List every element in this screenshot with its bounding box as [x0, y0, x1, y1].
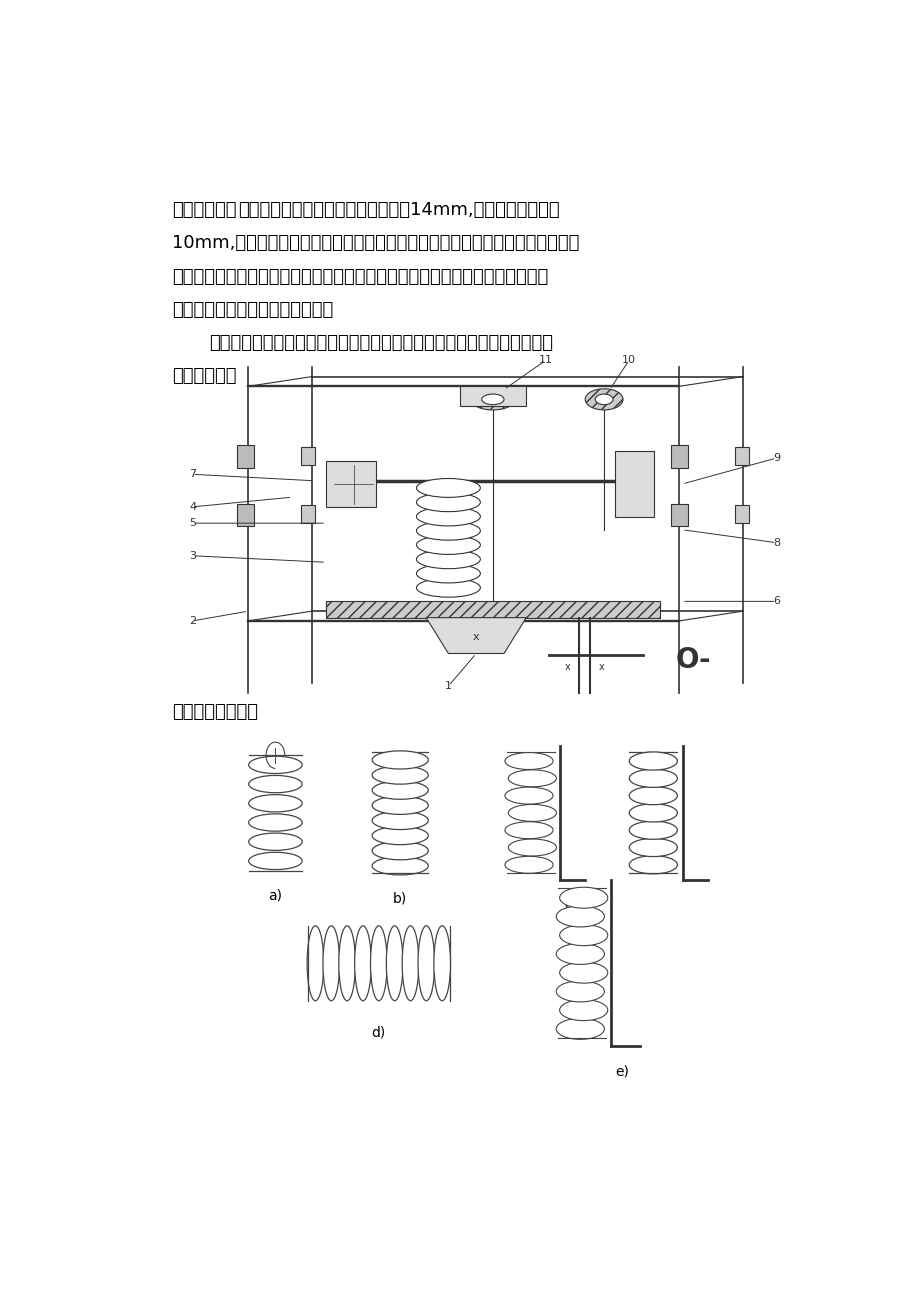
Text: 坯料准备、端部加热制扁、加热、卷制及校整、热处理、喷丸处理、立定处理、: 坯料准备、端部加热制扁、加热、卷制及校整、热处理、喷丸处理、立定处理、	[172, 267, 548, 285]
Ellipse shape	[416, 521, 480, 540]
Ellipse shape	[629, 838, 676, 857]
Bar	[734, 447, 748, 465]
Bar	[237, 445, 254, 467]
Bar	[734, 505, 748, 523]
Text: O-: O-	[675, 646, 710, 674]
Ellipse shape	[416, 564, 480, 583]
Ellipse shape	[416, 492, 480, 512]
Ellipse shape	[248, 853, 301, 870]
Ellipse shape	[629, 822, 676, 840]
Ellipse shape	[629, 769, 676, 788]
Ellipse shape	[416, 479, 480, 497]
Ellipse shape	[248, 776, 301, 793]
Ellipse shape	[417, 926, 434, 1001]
Text: 弹簧的校正工艺：: 弹簧的校正工艺：	[172, 703, 257, 720]
Ellipse shape	[416, 506, 480, 526]
Ellipse shape	[371, 841, 428, 859]
Ellipse shape	[371, 857, 428, 875]
Ellipse shape	[482, 395, 504, 405]
Ellipse shape	[507, 838, 556, 855]
Ellipse shape	[354, 926, 371, 1001]
Ellipse shape	[556, 1018, 604, 1039]
Ellipse shape	[505, 857, 552, 874]
Text: 5: 5	[189, 518, 196, 529]
Text: 10mm,或相近尺寸的扁钢时，多采用热成形制造工艺。热成形制造工艺过程为：: 10mm,或相近尺寸的扁钢时，多采用热成形制造工艺。热成形制造工艺过程为：	[172, 234, 579, 253]
Bar	[325, 461, 376, 506]
Text: 热卷弹簧一般为有心卷制，热卷弹簧的卷制方法和设备很多。如图所示卷: 热卷弹簧一般为有心卷制，热卷弹簧的卷制方法和设备很多。如图所示卷	[209, 333, 552, 352]
Ellipse shape	[505, 753, 552, 769]
Ellipse shape	[505, 822, 552, 838]
Ellipse shape	[629, 786, 676, 805]
Bar	[301, 447, 314, 465]
Bar	[237, 504, 254, 526]
Ellipse shape	[595, 395, 612, 405]
Ellipse shape	[248, 814, 301, 831]
Text: 当弹簧所用钢材的圆形截面直径大于14mm,矩形截面边长大于: 当弹簧所用钢材的圆形截面直径大于14mm,矩形截面边长大于	[238, 202, 560, 219]
Ellipse shape	[559, 1000, 607, 1021]
Text: x: x	[472, 633, 479, 642]
Bar	[615, 452, 653, 517]
Ellipse shape	[323, 926, 339, 1001]
Text: 8: 8	[772, 538, 779, 548]
Ellipse shape	[556, 906, 604, 927]
Ellipse shape	[248, 794, 301, 812]
Text: 4: 4	[188, 501, 196, 512]
Bar	[670, 445, 686, 467]
Text: e): e)	[615, 1064, 629, 1078]
Ellipse shape	[559, 924, 607, 945]
Text: 磨削端面、检验、表面防锈处理。: 磨削端面、检验、表面防锈处理。	[172, 301, 333, 319]
Bar	[459, 387, 526, 406]
Bar	[301, 505, 314, 523]
Ellipse shape	[559, 887, 607, 909]
Text: 10: 10	[621, 355, 635, 366]
Ellipse shape	[629, 753, 676, 769]
Ellipse shape	[629, 803, 676, 822]
Text: 簧机的原理。: 簧机的原理。	[172, 367, 236, 385]
Ellipse shape	[505, 788, 552, 805]
Ellipse shape	[371, 797, 428, 815]
Text: 6: 6	[772, 596, 779, 607]
Text: x: x	[598, 661, 604, 672]
Text: b): b)	[392, 892, 407, 905]
Text: 11: 11	[539, 355, 552, 366]
Ellipse shape	[248, 756, 301, 773]
Ellipse shape	[371, 781, 428, 799]
Ellipse shape	[416, 578, 480, 598]
Ellipse shape	[416, 535, 480, 555]
Polygon shape	[425, 617, 526, 654]
Ellipse shape	[371, 766, 428, 784]
Ellipse shape	[338, 926, 355, 1001]
Ellipse shape	[507, 805, 556, 822]
Ellipse shape	[416, 549, 480, 569]
Text: 2: 2	[188, 616, 196, 626]
Bar	[670, 504, 686, 526]
Text: 7: 7	[188, 469, 196, 479]
Ellipse shape	[371, 751, 428, 769]
Text: 3: 3	[189, 551, 196, 561]
Ellipse shape	[584, 389, 622, 410]
Bar	[325, 602, 659, 617]
Ellipse shape	[402, 926, 418, 1001]
Ellipse shape	[371, 827, 428, 845]
Text: 热成形工艺：: 热成形工艺：	[172, 202, 236, 219]
Text: d): d)	[371, 1025, 385, 1039]
Ellipse shape	[386, 926, 403, 1001]
Ellipse shape	[307, 926, 323, 1001]
Ellipse shape	[629, 855, 676, 874]
Ellipse shape	[248, 833, 301, 850]
Ellipse shape	[507, 769, 556, 786]
Ellipse shape	[370, 926, 387, 1001]
Ellipse shape	[559, 962, 607, 983]
Text: x: x	[564, 661, 570, 672]
Ellipse shape	[471, 389, 515, 410]
Ellipse shape	[434, 926, 450, 1001]
Text: 1: 1	[445, 681, 451, 691]
Text: c): c)	[563, 898, 576, 911]
Text: 9: 9	[772, 453, 779, 464]
Ellipse shape	[556, 944, 604, 965]
Ellipse shape	[556, 980, 604, 1001]
Ellipse shape	[371, 811, 428, 829]
Text: a): a)	[268, 888, 282, 902]
